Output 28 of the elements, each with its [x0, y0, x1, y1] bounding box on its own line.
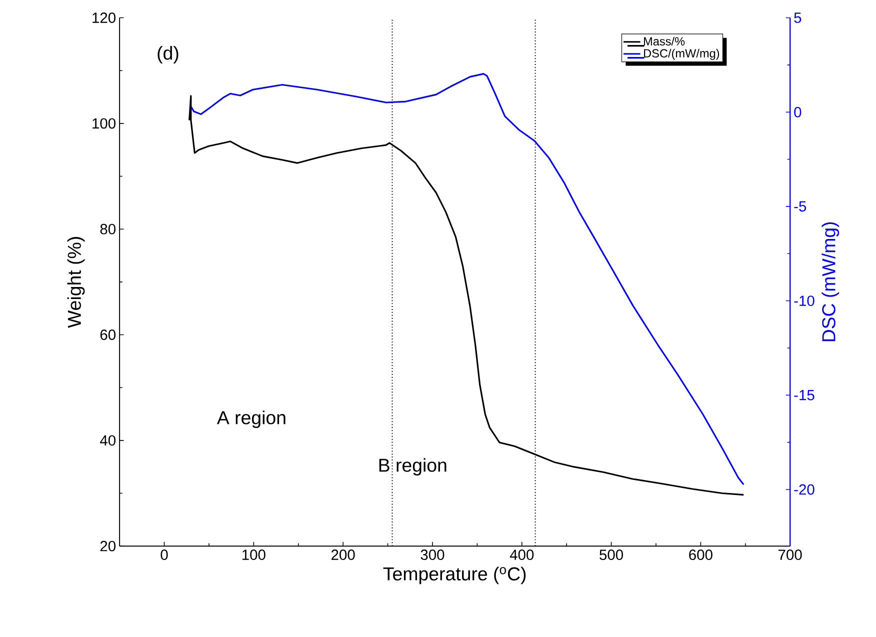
x-tick-label: 500 [600, 550, 624, 560]
y2-tick-label: 0 [794, 106, 802, 118]
x-axis-title: Temperature ($^{o}$C) [383, 566, 526, 584]
y-axis-title: Weight (%) [67, 237, 85, 328]
x-tick-label: 600 [689, 550, 712, 560]
y2-tick-label: -5 [794, 201, 806, 212]
x-tick-label: 200 [332, 550, 355, 560]
y2-tick-label: -10 [794, 296, 814, 306]
x-tick-label: 300 [420, 550, 444, 560]
y2-tick-label: -20 [794, 484, 814, 495]
legend-label: Mass/% [644, 36, 685, 46]
y2-tick-label: 5 [794, 12, 802, 23]
x-tick-label: 400 [510, 550, 534, 560]
y-tick-label: 40 [100, 435, 116, 446]
annotation: A region [216, 410, 286, 428]
x-tick-label: 0 [160, 550, 168, 560]
legend-label: DSC/(mW/mg) [644, 48, 720, 60]
y-tick-label: 100 [92, 118, 116, 129]
annotation: (d) [158, 46, 178, 64]
y-tick-label: 120 [92, 12, 116, 24]
y-tick-label: 80 [100, 224, 116, 234]
y-tick-label: 20 [100, 540, 116, 552]
y2-axis-title: DSC (mW/mg) [822, 222, 840, 342]
x-tick-label: 700 [778, 550, 802, 560]
annotation: B region [379, 458, 446, 476]
x-tick-label: 100 [242, 550, 266, 560]
y2-tick-label: -15 [794, 390, 814, 400]
y-tick-label: 60 [100, 330, 116, 340]
